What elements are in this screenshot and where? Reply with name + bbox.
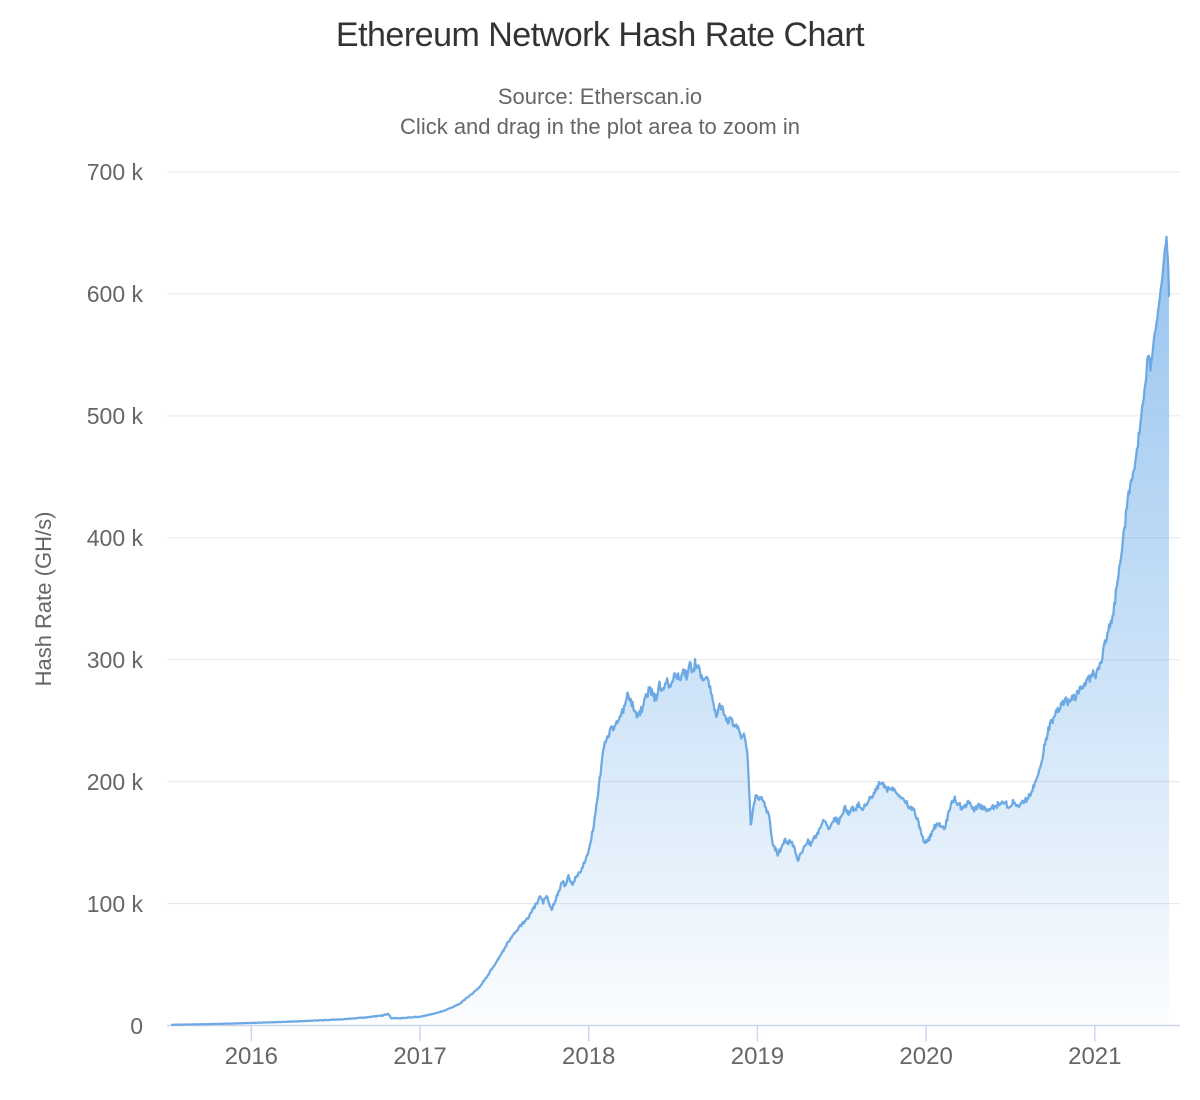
x-axis-label: 2020 <box>899 1043 953 1070</box>
x-axis-label: 2021 <box>1068 1043 1122 1070</box>
hashrate-line-series <box>170 235 1171 1026</box>
x-axis-label: 2019 <box>730 1043 785 1070</box>
hashrate-area-fill <box>172 236 1170 1026</box>
y-axis-label: 300 k <box>86 646 143 673</box>
y-axis-label: 400 k <box>86 524 143 551</box>
x-axis-label: 2017 <box>393 1043 447 1070</box>
chart-subtitle-source: Source: Etherscan.io <box>497 84 703 109</box>
chart-subtitle-hint: Click and drag in the plot area to zoom … <box>400 114 800 139</box>
y-axis-label: 0 <box>130 1012 143 1039</box>
y-axis-label: 700 k <box>86 159 143 185</box>
y-axis-label: 600 k <box>86 280 143 307</box>
y-axis-label: 500 k <box>86 402 143 429</box>
y-axis-label: 200 k <box>86 768 143 795</box>
x-axis-label: 2016 <box>224 1043 279 1070</box>
y-axis-label: 100 k <box>86 890 143 917</box>
chart-title: Ethereum Network Hash Rate Chart <box>335 16 865 54</box>
x-axis-label: 2018 <box>562 1043 616 1070</box>
